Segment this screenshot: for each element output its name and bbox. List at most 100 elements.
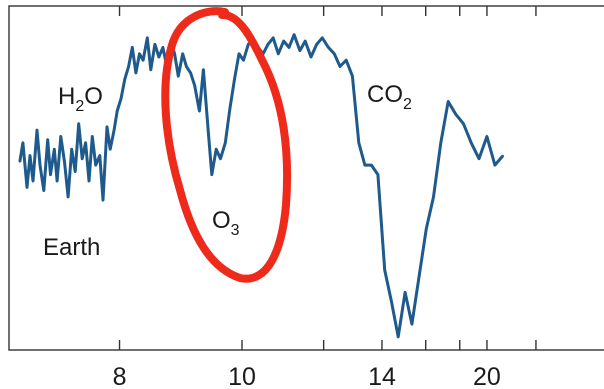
data-point: [333, 53, 336, 55]
data-point: [224, 142, 227, 144]
data-point: [202, 68, 205, 71]
data-point: [120, 97, 122, 100]
data-point: [233, 78, 236, 80]
data-point: [185, 65, 188, 68]
data-point: [26, 186, 28, 189]
data-point: [383, 269, 386, 271]
data-point: [177, 75, 180, 77]
data-point: [84, 142, 87, 144]
data-point: [198, 110, 201, 112]
data-point: [131, 46, 134, 49]
data-point: [397, 336, 400, 338]
data-point: [22, 142, 24, 144]
data-point: [404, 291, 406, 294]
data-point: [321, 37, 324, 39]
data-point: [43, 189, 45, 192]
data-point: [60, 135, 62, 138]
data-point: [150, 68, 152, 71]
data-point: [106, 126, 108, 128]
data-point: [49, 173, 52, 176]
x-tick-label: 20: [473, 363, 501, 389]
data-point: [162, 46, 164, 49]
series-earth: [18, 33, 505, 339]
ozone-highlight-ellipse: [161, 7, 292, 283]
data-point: [29, 154, 31, 157]
data-point: [447, 100, 450, 103]
series-layer: [18, 33, 505, 339]
data-point: [189, 72, 192, 74]
data-point: [215, 148, 217, 150]
data-point: [299, 49, 301, 52]
x-tick-label: 10: [228, 363, 256, 389]
data-point: [113, 129, 115, 131]
data-point: [478, 157, 480, 160]
data-point: [99, 154, 101, 157]
data-point: [67, 196, 69, 198]
data-point: [88, 180, 90, 182]
data-point: [339, 65, 341, 68]
data-point: [486, 135, 488, 138]
data-point: [181, 53, 184, 55]
data-point: [454, 113, 457, 115]
data-point: [351, 75, 354, 77]
data-point: [282, 40, 285, 42]
data-point: [53, 148, 56, 150]
data-point: [462, 123, 465, 125]
data-point: [432, 196, 435, 198]
data-point: [124, 78, 126, 80]
data-point: [345, 59, 348, 61]
data-point: [32, 180, 34, 182]
h2o-annotation: H2O: [58, 83, 103, 115]
data-point: [502, 154, 504, 157]
data-point: [142, 59, 144, 61]
data-point: [247, 43, 250, 46]
earth-label: Earth: [43, 234, 100, 261]
x-tick-label: 8: [113, 363, 127, 389]
data-point: [377, 173, 379, 176]
data-point: [293, 33, 295, 36]
data-point: [304, 40, 307, 42]
x-axis-tick-labels: 8 10 14 20: [113, 363, 501, 389]
data-point: [425, 227, 428, 230]
data-point: [315, 43, 318, 46]
data-point: [364, 164, 366, 166]
data-point: [193, 84, 196, 87]
data-point: [94, 164, 97, 166]
data-point: [310, 56, 312, 58]
data-point: [74, 170, 76, 173]
data-point: [288, 46, 290, 49]
data-point: [56, 180, 58, 182]
data-point: [277, 53, 280, 55]
data-point: [267, 43, 269, 46]
data-point: [358, 142, 360, 144]
data-point: [418, 275, 420, 278]
data-point: [370, 164, 373, 166]
data-point: [138, 53, 141, 55]
data-point: [238, 53, 240, 55]
series-line: [18, 33, 505, 339]
data-point: [494, 164, 496, 166]
data-point: [109, 148, 111, 150]
x-axis-ticks: [118, 6, 537, 350]
data-point: [39, 164, 41, 166]
x-tick-label: 14: [368, 363, 396, 389]
co2-annotation: CO2: [367, 81, 412, 113]
data-point: [19, 161, 21, 163]
o3-annotation: O3: [212, 207, 240, 239]
data-point: [146, 37, 149, 39]
data-point: [390, 301, 393, 303]
data-point: [81, 157, 83, 160]
data-point: [154, 43, 156, 46]
data-point: [127, 65, 130, 68]
data-point: [440, 142, 442, 144]
data-point: [63, 161, 66, 163]
data-point: [229, 107, 231, 109]
data-point: [219, 157, 222, 160]
data-point: [173, 53, 176, 55]
data-point: [36, 129, 38, 131]
data-point: [272, 37, 275, 39]
data-point: [158, 56, 160, 58]
data-point: [135, 72, 137, 74]
